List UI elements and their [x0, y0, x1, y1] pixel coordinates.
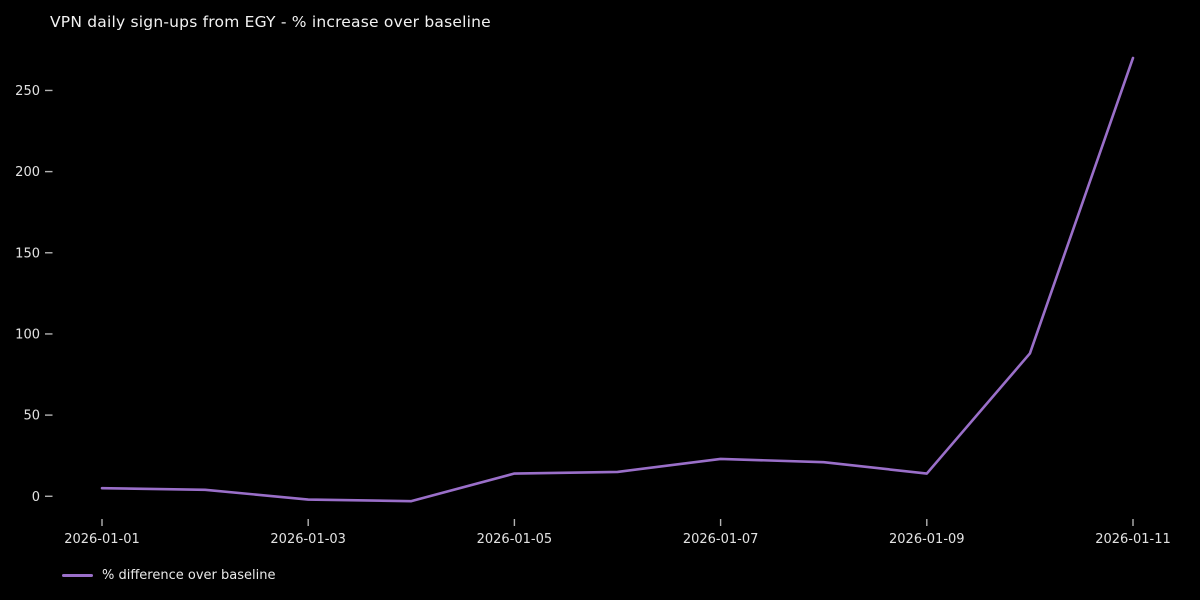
- y-tick-label: 100: [15, 327, 40, 342]
- x-tick-label: 2026-01-05: [477, 532, 553, 547]
- y-tick-label: 200: [15, 165, 40, 180]
- series-line: [100, 56, 1135, 503]
- y-tick-label: 50: [23, 409, 40, 424]
- y-tick-label: 250: [15, 84, 40, 99]
- x-tick-label: 2026-01-01: [64, 532, 140, 547]
- x-tick-label: 2026-01-03: [270, 532, 346, 547]
- x-tick-label: 2026-01-11: [1095, 532, 1171, 547]
- y-tick-label: 0: [32, 490, 40, 505]
- x-tick-label: 2026-01-09: [889, 532, 965, 547]
- legend-line-swatch: [62, 573, 93, 577]
- chart-title: VPN daily sign-ups from EGY - % increase…: [50, 13, 491, 31]
- x-tick-label: 2026-01-07: [683, 532, 759, 547]
- y-tick-label: 150: [15, 246, 40, 261]
- legend-label: % difference over baseline: [102, 567, 276, 583]
- legend: % difference over baseline: [62, 566, 275, 584]
